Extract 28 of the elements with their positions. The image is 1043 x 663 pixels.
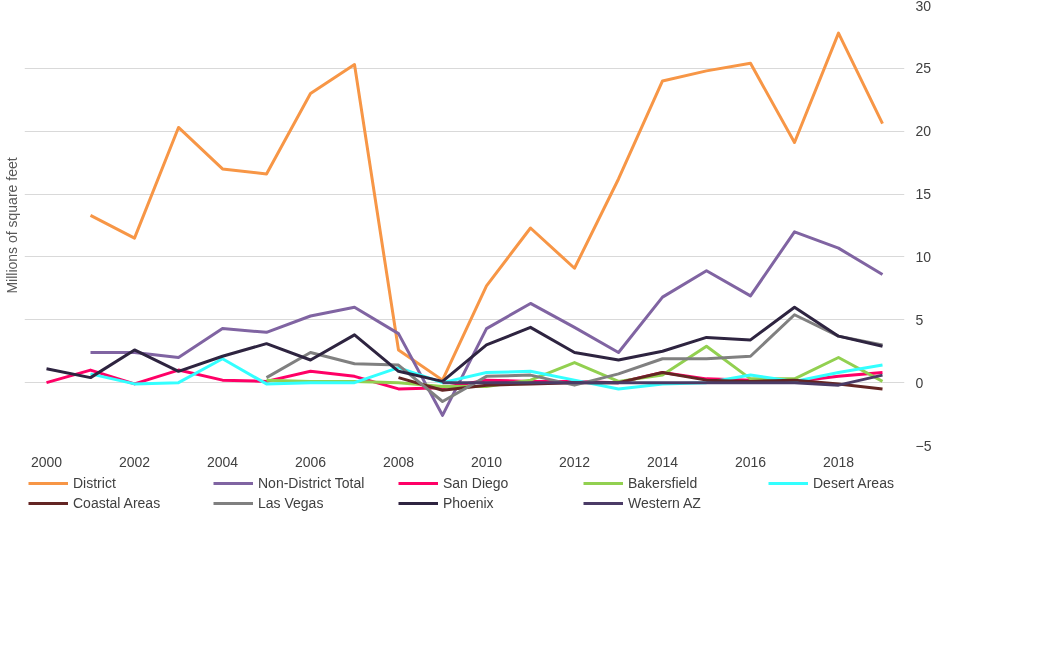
x-tick-label: 2012: [558, 453, 591, 470]
legend-label: Desert Areas: [813, 475, 895, 491]
x-tick-label: 2006: [294, 453, 327, 470]
x-tick-label: 2016: [734, 453, 767, 470]
legend-label: Bakersfield: [628, 475, 699, 491]
y-tick-label: 25: [915, 60, 932, 77]
x-tick-label: 2002: [118, 453, 151, 470]
y-tick-label: 15: [915, 186, 932, 203]
y-tick-label: 20: [915, 123, 932, 140]
x-tick-label: 2008: [382, 453, 415, 470]
legend-label: Phoenix: [443, 495, 495, 511]
legend-label: San Diego: [443, 475, 510, 491]
legend-label: Las Vegas: [258, 495, 325, 511]
y-tick-label: 5: [915, 311, 924, 328]
y-tick-label: 30: [915, 0, 932, 14]
legend-label: Coastal Areas: [73, 495, 162, 511]
legend-label: Non-District Total: [258, 475, 366, 491]
x-tick-label: 2018: [822, 453, 855, 470]
legend-label: District: [73, 475, 117, 491]
x-tick-label: 2010: [470, 453, 503, 470]
x-tick-label: 2004: [206, 453, 239, 470]
x-tick-label: 2014: [646, 453, 679, 470]
legend-label: Western AZ: [628, 495, 702, 511]
y-tick-label: 0: [915, 374, 924, 391]
x-tick-label: 2000: [30, 453, 63, 470]
y-axis-title: Millions of square feet: [3, 157, 20, 294]
y-tick-label: 10: [915, 248, 932, 265]
y-tick-label: −5: [915, 437, 932, 454]
